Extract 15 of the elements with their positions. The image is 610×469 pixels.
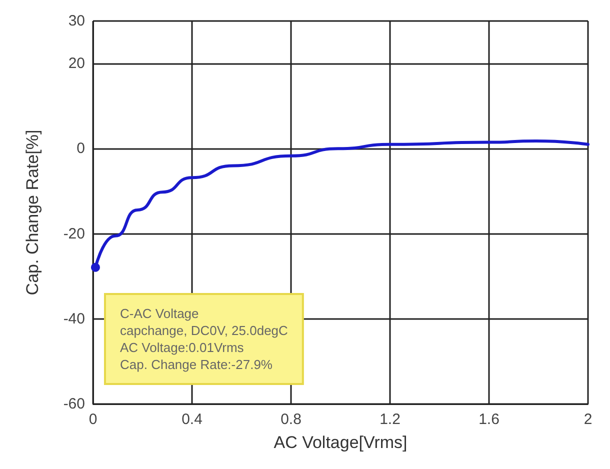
x-axis-title: AC Voltage[Vrms] [274,433,408,452]
x-tick-label: 0.4 [182,411,202,428]
y-axis-title: Cap. Change Rate[%] [23,130,42,296]
x-tick-label: 0.8 [280,411,302,428]
annotation: C-AC Voltage capchange, DC0V, 25.0degC AC Voltage:0.01Vrms Cap. Change Rate:-27.9% [120,306,288,372]
y-tick-label: -60 [63,396,85,412]
y-tick-label: -40 [63,310,85,328]
x-tick-label: 2 [584,411,592,428]
x-tick-label: 1.2 [380,411,400,428]
y-tick-label: 30 [68,12,85,30]
y-tick-label: 20 [68,55,85,72]
y-tick-label: -20 [63,225,85,242]
x-tick-label: 1.6 [478,411,500,428]
x-tick-label: 0 [88,411,98,428]
y-tick-label: 0 [76,140,85,158]
